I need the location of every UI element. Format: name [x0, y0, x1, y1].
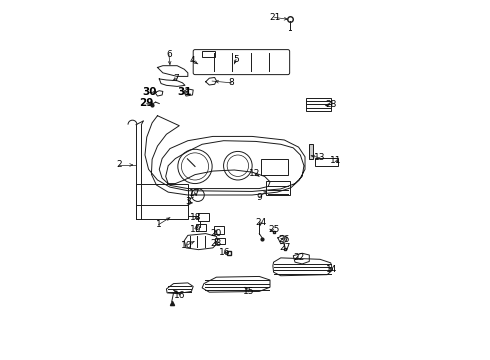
Text: 10: 10: [181, 240, 193, 249]
Text: 16: 16: [219, 248, 230, 257]
Text: 8: 8: [228, 78, 234, 87]
Text: 20: 20: [210, 229, 221, 238]
Text: 24: 24: [255, 218, 267, 227]
Text: 22: 22: [293, 253, 304, 262]
Bar: [267, 181, 290, 195]
Text: 25: 25: [268, 225, 279, 234]
Text: 19: 19: [190, 225, 201, 234]
Bar: [309, 144, 313, 158]
Text: 29: 29: [139, 98, 153, 108]
Text: 9: 9: [256, 193, 262, 202]
Bar: [261, 158, 288, 175]
Text: 28: 28: [326, 100, 337, 109]
Text: 6: 6: [166, 50, 172, 59]
Bar: [202, 51, 215, 57]
Bar: [198, 213, 209, 221]
Text: 17: 17: [189, 189, 200, 198]
Text: 12: 12: [249, 169, 261, 178]
Bar: [315, 158, 338, 166]
Text: 7: 7: [173, 74, 179, 83]
Text: 15: 15: [243, 287, 254, 296]
Text: 21: 21: [269, 13, 280, 22]
Text: 4: 4: [189, 56, 195, 65]
Text: 30: 30: [142, 87, 156, 98]
Bar: [214, 226, 224, 234]
Text: 18: 18: [190, 213, 201, 222]
Text: 16: 16: [174, 291, 186, 300]
Text: 14: 14: [326, 265, 337, 274]
Bar: [215, 238, 224, 244]
Text: 11: 11: [330, 156, 342, 165]
Text: 26: 26: [279, 235, 290, 244]
Text: 2: 2: [117, 161, 122, 170]
Text: 3: 3: [186, 197, 192, 206]
Text: 31: 31: [177, 87, 192, 98]
Text: 1: 1: [156, 220, 161, 229]
Text: 13: 13: [314, 153, 326, 162]
Bar: [136, 184, 188, 219]
Text: 23: 23: [210, 239, 221, 248]
Bar: [196, 224, 206, 231]
Text: 5: 5: [233, 55, 239, 64]
Text: 27: 27: [279, 243, 291, 252]
Bar: [306, 98, 331, 111]
